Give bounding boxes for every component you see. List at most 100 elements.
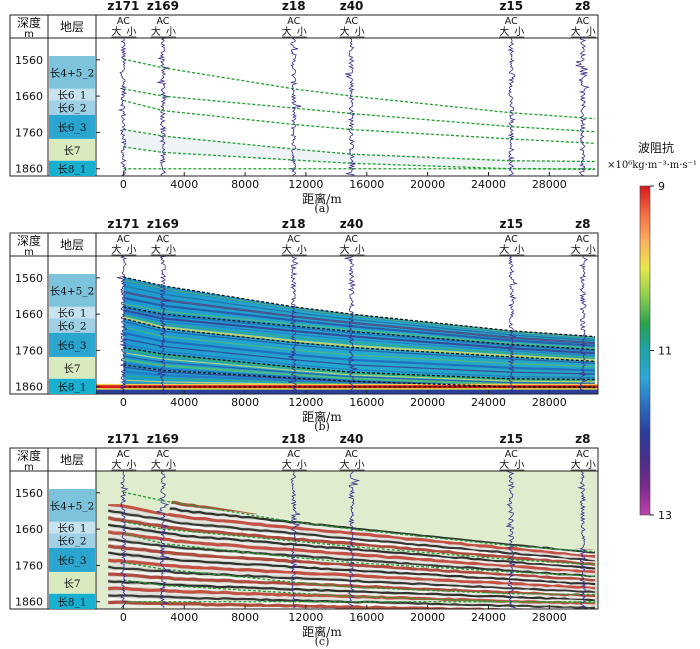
- ac-label: AC: [505, 234, 518, 245]
- impedance-band: [123, 309, 596, 355]
- layer-label: 长6_1: [57, 308, 86, 320]
- well-log-z169: [157, 38, 171, 176]
- well-log-z15: [507, 38, 516, 176]
- depth-tick-label: 1860: [15, 163, 43, 176]
- ac-small: 小: [514, 459, 524, 471]
- well-name: z40: [340, 0, 364, 13]
- layer-label: 长8_1: [57, 596, 86, 608]
- well-log-z171: [118, 38, 128, 176]
- ac-label: AC: [117, 449, 130, 460]
- reflector: [108, 597, 594, 609]
- x-tick-label: 8000: [231, 178, 259, 191]
- ac-small: 小: [126, 459, 136, 471]
- horizon-line: [123, 521, 595, 566]
- well-name: z171: [107, 217, 139, 231]
- layer-block: [49, 332, 95, 357]
- reflector: [107, 502, 596, 559]
- well-log-z169: [157, 256, 171, 394]
- reflector: [107, 513, 596, 564]
- depth-header: 深度: [17, 233, 41, 248]
- layer-label: 长6_2: [57, 103, 86, 115]
- panel-frame: [9, 232, 599, 395]
- ac-small: 小: [297, 26, 307, 38]
- impedance-band: [123, 312, 595, 357]
- ac-big: 大: [340, 25, 350, 38]
- well-name: z18: [282, 0, 306, 13]
- horizon-line: [123, 317, 595, 362]
- ac-label: AC: [576, 449, 589, 460]
- layer-label: 长7: [63, 363, 80, 375]
- reflector: [107, 544, 596, 583]
- impedance-band: [123, 348, 595, 382]
- well-name: z171: [107, 432, 139, 446]
- reflector: [107, 509, 596, 563]
- well-name: z8: [575, 432, 590, 446]
- depth-tick-label: 1860: [15, 381, 43, 394]
- depth-unit: m: [24, 29, 34, 40]
- well-log-z8: [577, 471, 587, 609]
- impedance-band: [123, 320, 595, 364]
- layer-block: [49, 356, 95, 379]
- depth-tick-label: 1760: [15, 559, 43, 572]
- ac-small: 小: [355, 26, 365, 38]
- horizon-line: [123, 58, 596, 120]
- x-tick-label: 0: [120, 611, 127, 624]
- layer-block: [49, 274, 95, 307]
- x-tick-label: 4000: [170, 396, 198, 409]
- ac-label: AC: [287, 16, 300, 27]
- horizon-line: [123, 146, 595, 171]
- layer-label: 长6_3: [57, 555, 86, 567]
- horizon-line: [123, 532, 595, 577]
- layer-block: [49, 138, 95, 161]
- reflector: [108, 594, 596, 609]
- impedance-strip: [96, 389, 598, 394]
- ac-label: AC: [576, 234, 589, 245]
- layer-block: [49, 593, 95, 609]
- x-tick-label: 8000: [231, 396, 259, 409]
- ac-label: AC: [156, 16, 169, 27]
- plot-area-b: [96, 256, 598, 394]
- impedance-strip: [96, 385, 598, 391]
- reflector: [107, 562, 596, 592]
- panel-letter: (a): [314, 202, 329, 215]
- depth-tick-label: 1560: [15, 54, 43, 67]
- depth-unit: m: [24, 462, 34, 473]
- ac-big: 大: [340, 243, 350, 256]
- layer-block: [49, 318, 95, 333]
- impedance-band: [123, 279, 595, 339]
- ac-big: 大: [111, 243, 121, 256]
- layer-label: 长7: [63, 578, 80, 590]
- well-name: z40: [340, 217, 364, 231]
- x-tick-label: 12000: [288, 611, 323, 624]
- well-name: z40: [340, 432, 364, 446]
- ac-small: 小: [297, 459, 307, 471]
- well-log-z15: [507, 256, 518, 394]
- reflector: [107, 583, 596, 604]
- horizon-line: [123, 561, 595, 596]
- layer-label: 长6_2: [57, 321, 86, 333]
- impedance-band: [123, 290, 596, 345]
- impedance-band: [123, 314, 595, 359]
- layer-header: 地层: [60, 453, 84, 467]
- reflector: [107, 530, 596, 574]
- ac-big: 大: [151, 458, 161, 471]
- layer-label: 长8_1: [57, 163, 86, 175]
- ac-big: 大: [571, 243, 581, 256]
- well-name: z15: [499, 0, 523, 13]
- x-tick-label: 28000: [532, 611, 567, 624]
- layer-label: 长7: [63, 145, 80, 157]
- depth-tick-label: 1660: [15, 523, 43, 536]
- ac-label: AC: [117, 16, 130, 27]
- layer-header: 地层: [60, 20, 84, 34]
- ac-label: AC: [505, 449, 518, 460]
- well-log-z40: [346, 471, 361, 609]
- layer-block: [49, 114, 95, 139]
- x-tick-label: 4000: [170, 178, 198, 191]
- x-tick-label: 16000: [349, 178, 384, 191]
- layer-label: 长4+5_2: [50, 285, 95, 297]
- horizon-line: [123, 88, 595, 133]
- well-log-z40: [344, 256, 357, 394]
- x-tick-label: 16000: [349, 396, 384, 409]
